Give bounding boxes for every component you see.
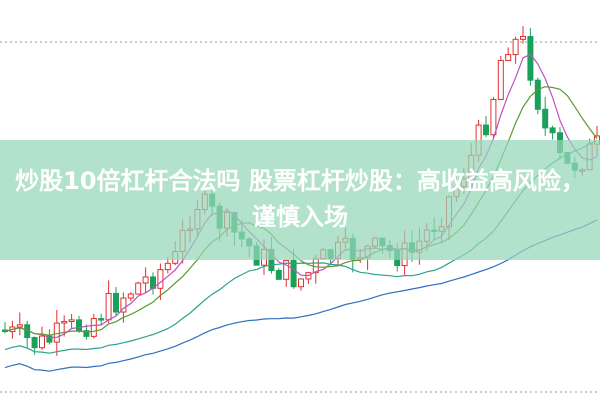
candle-body: [157, 269, 164, 289]
candle-body: [31, 337, 38, 349]
candle-body: [164, 262, 171, 271]
candle-body: [512, 38, 519, 56]
candle-body: [68, 319, 75, 323]
candle-body: [76, 319, 82, 332]
moving-average: [4, 53, 598, 339]
moving-average: [4, 219, 598, 372]
title: 炒股10倍杠杆合法吗 股票杠杆炒股：高收益高风险，谨慎入场: [15, 167, 585, 231]
candle-body: [53, 322, 60, 343]
candle-body: [283, 260, 290, 280]
candle-body: [483, 124, 489, 136]
candle-body: [120, 297, 127, 313]
candle-body: [39, 335, 45, 349]
candle-body: [490, 98, 497, 136]
candle-body: [290, 260, 297, 288]
candle-body: [505, 54, 512, 61]
candle-body: [127, 293, 134, 299]
candle-body: [527, 35, 534, 81]
candle-body: [113, 292, 119, 313]
candle-body: [542, 108, 549, 129]
candle-body: [83, 330, 90, 337]
candle-body: [105, 292, 112, 321]
candle-body: [142, 276, 149, 284]
candle-body: [497, 59, 504, 100]
candle-body: [275, 270, 282, 280]
candle-body: [520, 35, 526, 40]
candle-body: [135, 282, 142, 295]
title-banner: [0, 140, 600, 260]
candle-body: [534, 79, 541, 110]
candle-body: [16, 324, 23, 328]
candle-body: [46, 335, 53, 343]
candle-body: [298, 278, 304, 288]
candle-body: [98, 318, 105, 321]
candle-body: [90, 318, 97, 337]
candle-body: [61, 321, 68, 324]
candle-body: [549, 127, 556, 134]
